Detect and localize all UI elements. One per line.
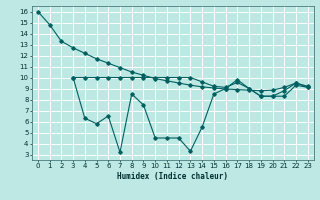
X-axis label: Humidex (Indice chaleur): Humidex (Indice chaleur) (117, 172, 228, 181)
